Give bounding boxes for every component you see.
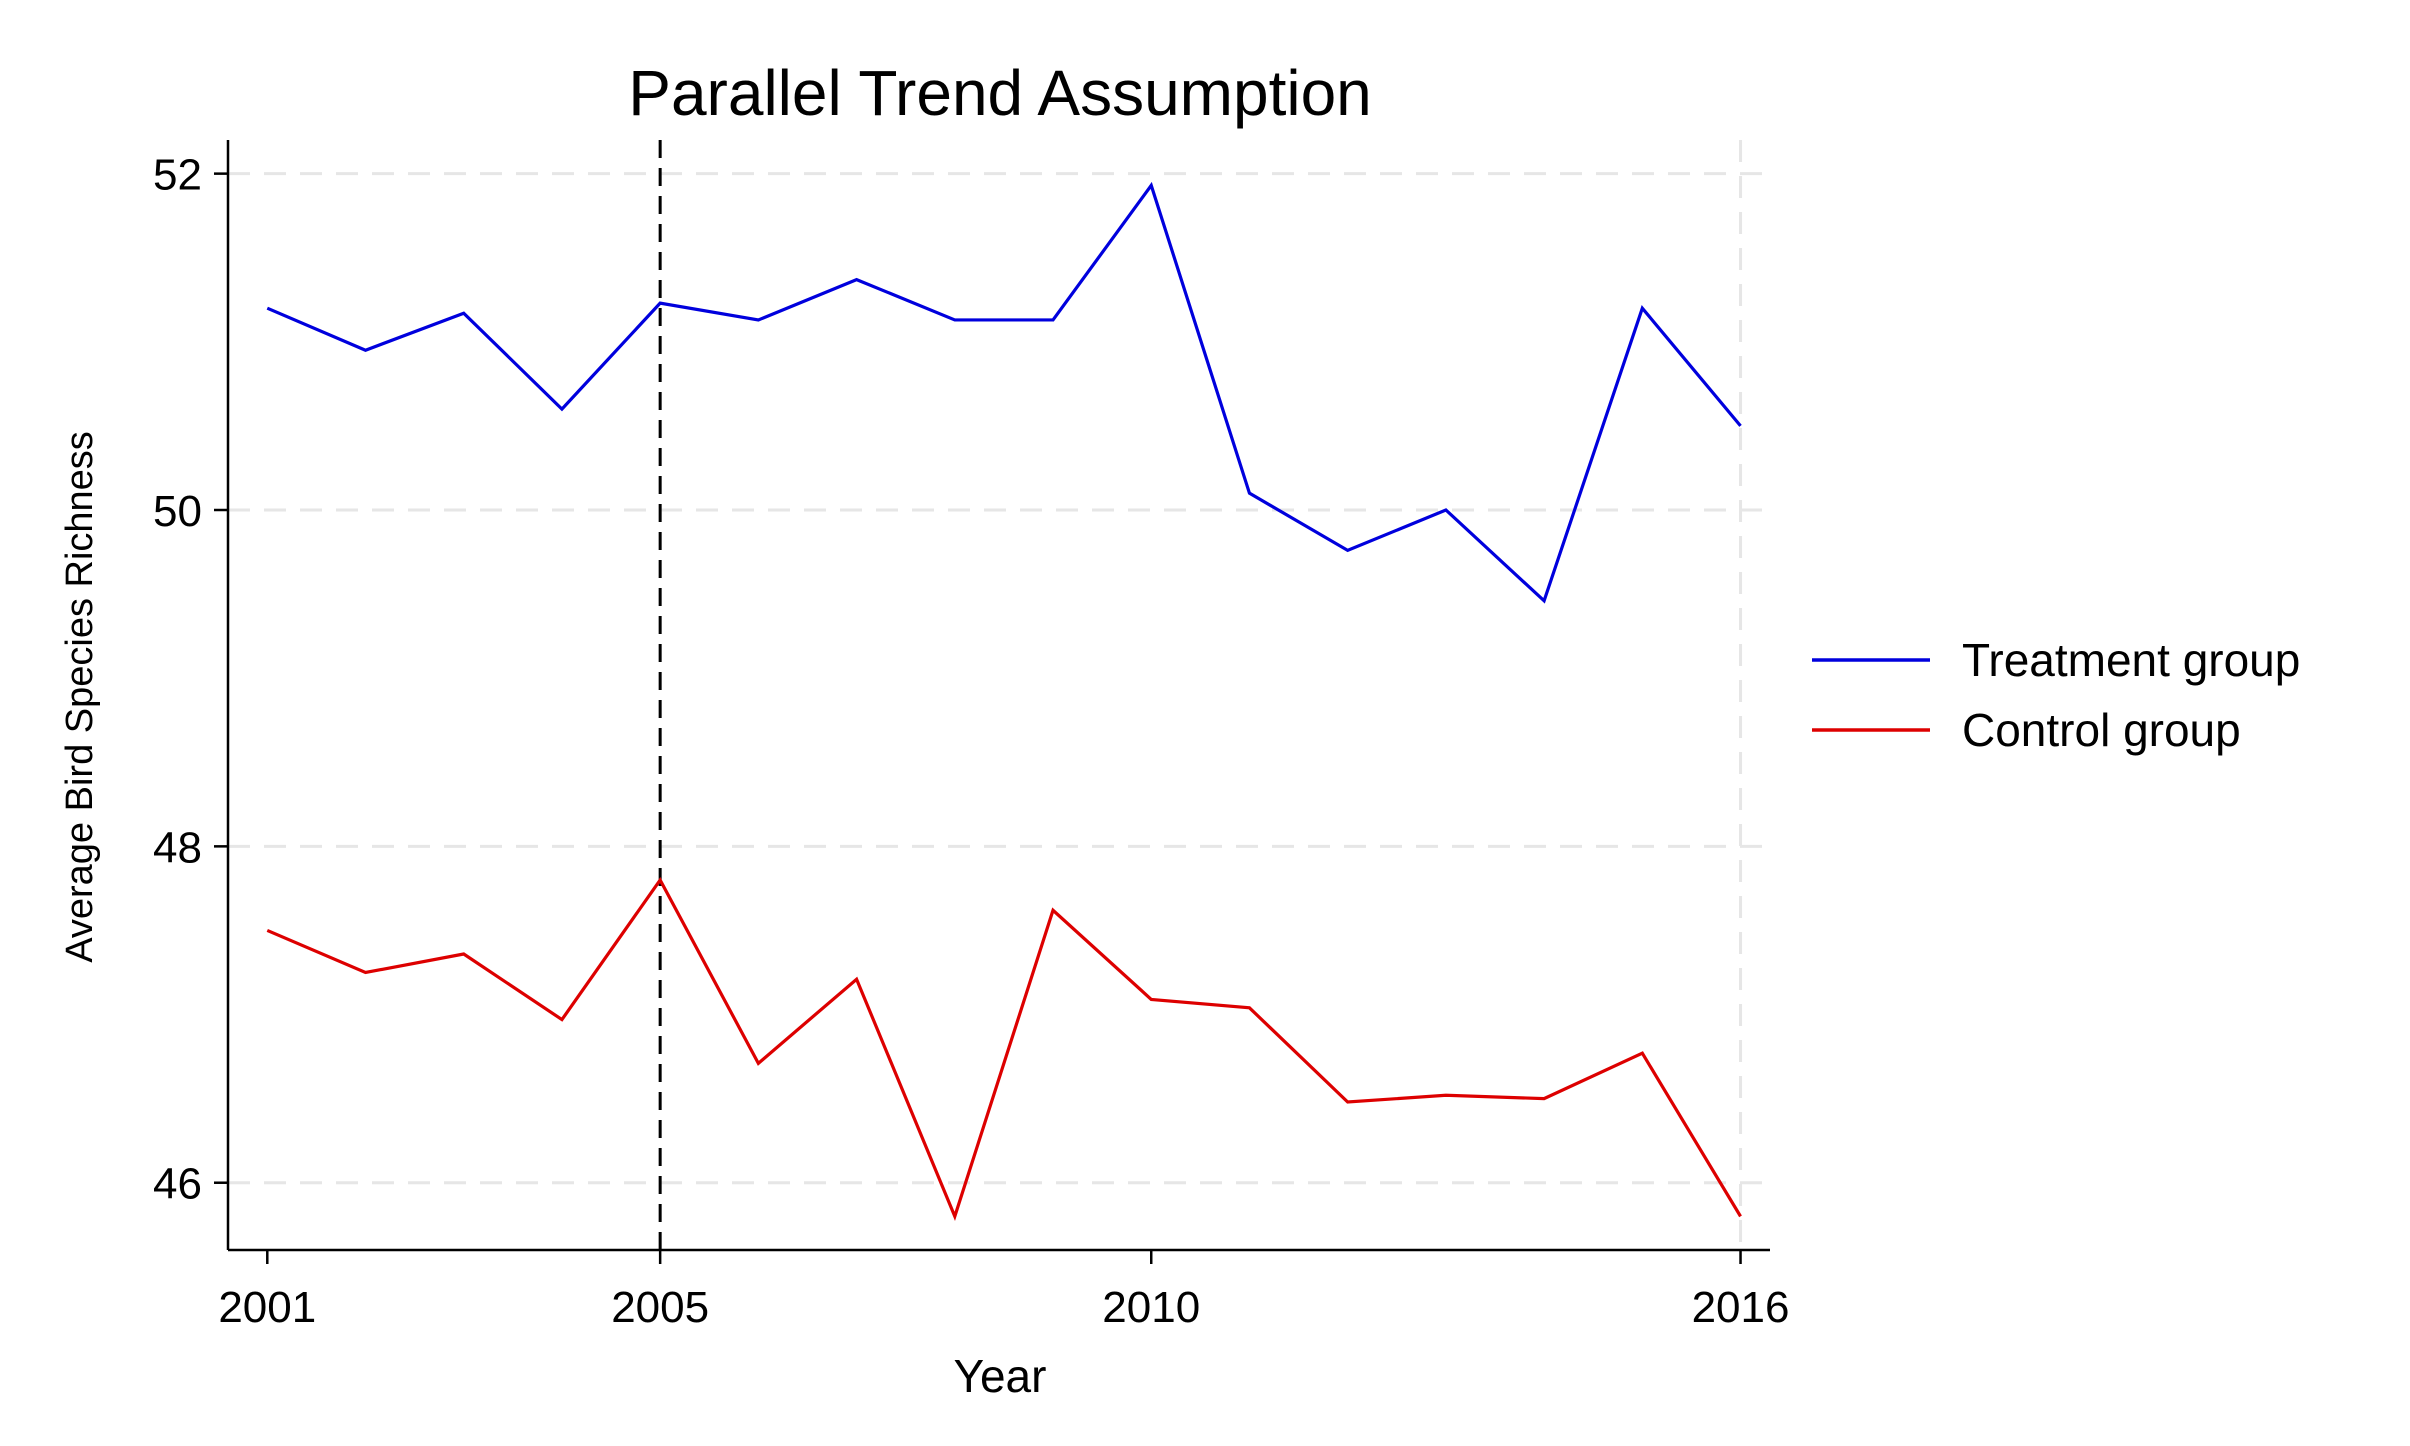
series-line-control [266, 876, 1742, 1222]
x-tick-label: 2010 [1102, 1283, 1200, 1332]
chart-title: Parallel Trend Assumption [628, 57, 1372, 129]
x-tick-label: 2005 [611, 1283, 709, 1332]
legend-label: Control group [1962, 704, 2241, 756]
legend-label: Treatment group [1962, 634, 2300, 686]
axes: 46 48 50 52 2001 2005 2010 2016 [153, 140, 1789, 1332]
y-axis-label: Average Bird Species Richness [59, 431, 101, 963]
x-axis-label: Year [954, 1350, 1047, 1402]
y-tick-label: 48 [153, 823, 202, 872]
series-lines [266, 181, 1742, 1222]
x-tick-label: 2016 [1692, 1283, 1790, 1332]
y-tick-label: 46 [153, 1160, 202, 1209]
x-tick-label: 2001 [218, 1283, 316, 1332]
series-line-treatment [266, 181, 1742, 604]
y-tick-label: 50 [153, 487, 202, 536]
gridlines [228, 140, 1770, 1250]
legend: Treatment group Control group [1812, 634, 2300, 756]
y-tick-label: 52 [153, 151, 202, 200]
